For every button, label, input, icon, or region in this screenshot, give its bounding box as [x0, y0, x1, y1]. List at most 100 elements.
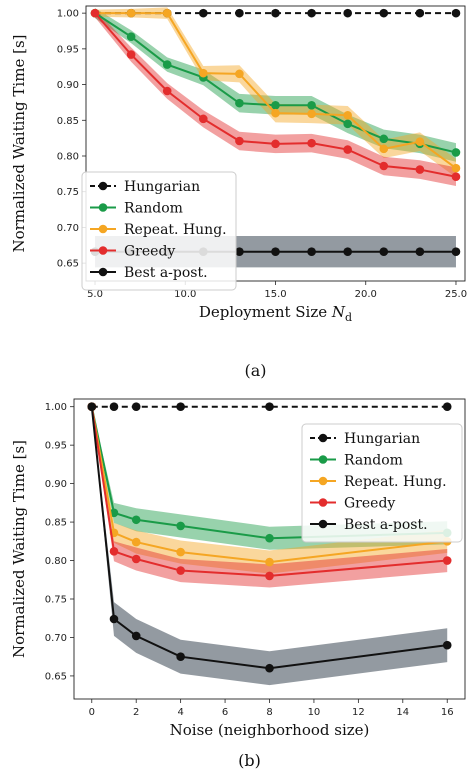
point-greedy [162, 86, 172, 96]
point-greedy [379, 161, 389, 171]
band-repeat [95, 7, 456, 178]
point-greedy [451, 172, 461, 182]
x-tick-label: 12 [352, 707, 365, 718]
point-repeat [126, 8, 136, 18]
y-tick-label: 0.90 [57, 80, 79, 91]
x-tick-label: 4 [177, 707, 183, 718]
x-tick-label: 15.0 [264, 289, 286, 300]
point-hungarian [271, 8, 280, 18]
point-greedy [109, 547, 119, 556]
legend: Hungarian Random Repeat. Hung. Greedy Best a… [81, 171, 237, 291]
x-tick-label: 10.0 [174, 289, 196, 300]
legend-label-greedy: Greedy [344, 496, 395, 512]
point-repeat [162, 8, 172, 18]
point-repeat [131, 537, 141, 547]
point-hungarian [442, 402, 452, 411]
legend-label-random: Random [124, 201, 183, 217]
band-repeat [91, 406, 448, 574]
legend-label-best: Best a-post. [344, 517, 428, 533]
legend-label-greedy: Greedy [124, 244, 175, 260]
point-best [451, 247, 461, 257]
y-axis-label: Normalized Waiting Time [s] [10, 34, 28, 252]
x-tick-label: 0 [89, 707, 95, 718]
y-tick-label: 0.95 [57, 44, 79, 55]
x-tick-label: 8 [266, 707, 272, 718]
point-hungarian [343, 8, 352, 18]
y-tick-label: 0.75 [57, 187, 79, 198]
point-random [307, 100, 316, 110]
point-hungarian [265, 402, 274, 411]
point-greedy [343, 145, 352, 154]
legend-label-repeat: Repeat. Hung. [124, 222, 227, 238]
point-greedy [415, 165, 425, 174]
legend-marker-repeat [318, 476, 328, 486]
point-best [343, 247, 352, 257]
legend-label-hungarian: Hungarian [344, 431, 420, 447]
series-line-random [94, 12, 457, 154]
band-best [91, 406, 448, 686]
y-tick-label: 0.80 [57, 152, 79, 163]
legend-box [301, 423, 463, 543]
series-line-repeat [90, 406, 448, 564]
y-tick-label: 0.75 [45, 595, 67, 606]
legend-box [81, 171, 237, 291]
point-greedy [271, 139, 280, 149]
y-tick-label: 0.80 [45, 556, 67, 567]
point-greedy [307, 138, 316, 148]
legend-marker-hungarian [98, 181, 108, 191]
y-tick-label: 0.65 [45, 671, 67, 682]
point-hungarian [176, 402, 185, 411]
point-greedy [235, 136, 244, 146]
plot-frame [85, 5, 466, 282]
legend-label-repeat: Repeat. Hung. [344, 474, 447, 490]
point-hungarian [109, 402, 119, 411]
y-tick-label: 0.70 [57, 223, 79, 234]
point-repeat [271, 108, 280, 118]
point-best [307, 247, 316, 257]
y-tick-label: 1.00 [45, 402, 67, 413]
x-tick-label: 10 [308, 707, 321, 718]
legend-label-best: Best a-post. [124, 265, 208, 281]
legend-marker-best [98, 267, 108, 277]
x-tick-label: 6 [222, 707, 228, 718]
point-repeat [451, 163, 461, 173]
legend-marker-hungarian [318, 433, 328, 443]
band-random [95, 8, 456, 162]
point-repeat [235, 69, 244, 79]
legend-marker-best [318, 519, 328, 529]
x-tick-label: 14 [396, 707, 409, 718]
point-best [271, 247, 280, 257]
point-random [176, 521, 185, 531]
point-greedy [90, 8, 100, 18]
x-axis-label-text: Noise (neighborhood size) [170, 721, 370, 739]
y-tick-label: 0.85 [57, 116, 79, 127]
point-random [379, 134, 389, 144]
legend-marker-random [318, 455, 328, 464]
y-tick-label: 0.95 [45, 441, 67, 452]
point-hungarian [379, 8, 389, 18]
point-repeat [343, 110, 352, 120]
point-best [415, 247, 425, 257]
point-repeat [199, 68, 208, 78]
legend-marker-random [98, 203, 108, 212]
point-hungarian [199, 8, 208, 18]
point-random [271, 100, 280, 110]
point-hungarian [415, 8, 425, 18]
y-tick-label: 0.85 [45, 518, 67, 529]
plot-frame [73, 398, 466, 700]
point-repeat [415, 137, 425, 147]
figure-caption: (b) [238, 751, 261, 770]
point-random [343, 119, 352, 129]
point-greedy [442, 556, 452, 565]
point-greedy [265, 571, 274, 581]
point-random [131, 515, 141, 525]
series-line-random [90, 406, 448, 540]
x-axis-label-subscript: d [345, 311, 352, 324]
figure-caption: (a) [244, 361, 266, 380]
x-axis-label: Noise (neighborhood size) [170, 721, 370, 739]
point-repeat [379, 144, 389, 154]
point-hungarian [235, 8, 244, 18]
x-axis-label: Deployment Size Nd [199, 303, 352, 324]
point-random [235, 98, 244, 108]
y-tick-label: 0.70 [45, 633, 67, 644]
